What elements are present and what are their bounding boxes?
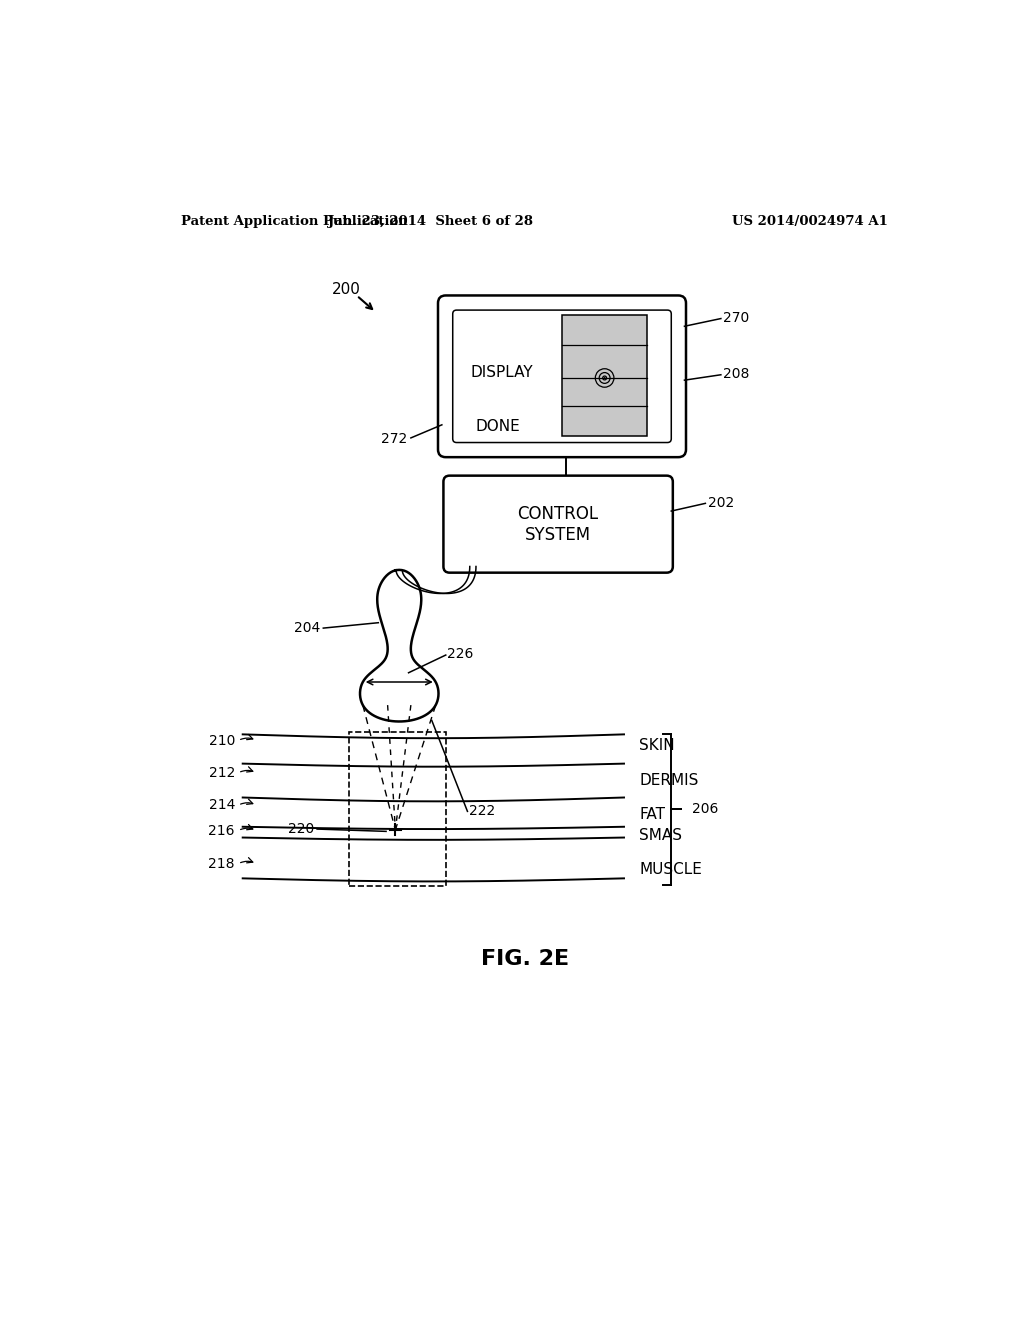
Text: FAT: FAT xyxy=(640,807,666,822)
Text: 200: 200 xyxy=(332,281,360,297)
Text: 216: 216 xyxy=(209,824,234,838)
Text: CONTROL
SYSTEM: CONTROL SYSTEM xyxy=(517,504,599,544)
Text: 218: 218 xyxy=(209,857,234,871)
FancyBboxPatch shape xyxy=(438,296,686,457)
Bar xyxy=(349,733,445,886)
Text: 208: 208 xyxy=(723,367,750,381)
Text: MUSCLE: MUSCLE xyxy=(640,862,702,876)
Circle shape xyxy=(604,378,605,379)
Text: 214: 214 xyxy=(209,799,234,812)
Text: SMAS: SMAS xyxy=(640,829,683,843)
FancyBboxPatch shape xyxy=(453,310,672,442)
Text: 210: 210 xyxy=(209,734,234,747)
Text: DERMIS: DERMIS xyxy=(640,774,698,788)
Text: SKIN: SKIN xyxy=(640,738,675,752)
Text: 222: 222 xyxy=(469,804,496,818)
Text: 270: 270 xyxy=(723,310,750,325)
FancyBboxPatch shape xyxy=(443,475,673,573)
Text: 204: 204 xyxy=(294,622,321,635)
Text: 272: 272 xyxy=(381,433,407,446)
Text: DONE: DONE xyxy=(475,418,520,434)
Text: 220: 220 xyxy=(288,822,314,836)
Text: FIG. 2E: FIG. 2E xyxy=(480,949,569,969)
Text: Patent Application Publication: Patent Application Publication xyxy=(180,215,408,228)
Text: 202: 202 xyxy=(708,495,734,510)
Bar xyxy=(562,314,647,437)
Text: US 2014/0024974 A1: US 2014/0024974 A1 xyxy=(732,215,889,228)
Text: Jan. 23, 2014  Sheet 6 of 28: Jan. 23, 2014 Sheet 6 of 28 xyxy=(328,215,532,228)
Text: 206: 206 xyxy=(692,803,719,817)
Text: 212: 212 xyxy=(209,766,234,780)
Text: DISPLAY: DISPLAY xyxy=(470,364,532,380)
Text: 226: 226 xyxy=(447,647,474,660)
